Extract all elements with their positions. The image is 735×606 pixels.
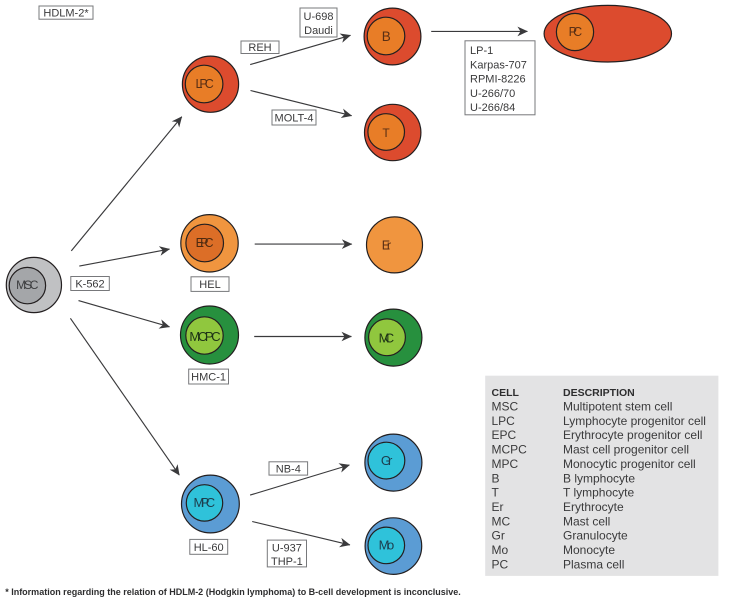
svg-text:LP-1: LP-1 <box>470 45 493 57</box>
svg-text:K-562: K-562 <box>75 279 104 291</box>
svg-text:CELL: CELL <box>492 387 520 399</box>
svg-text:HMC-1: HMC-1 <box>191 372 226 384</box>
svg-text:REH: REH <box>248 42 271 54</box>
svg-text:Er: Er <box>382 239 391 253</box>
svg-text:Daudi: Daudi <box>304 25 333 37</box>
svg-text:T lymphocyte: T lymphocyte <box>563 486 634 500</box>
svg-text:MSC: MSC <box>16 278 39 292</box>
svg-text:Er: Er <box>492 500 504 514</box>
svg-text:MC: MC <box>492 514 511 528</box>
svg-text:MC: MC <box>379 331 395 346</box>
svg-text:DESCRIPTION: DESCRIPTION <box>563 387 635 399</box>
svg-text:T: T <box>382 126 390 140</box>
svg-text:T: T <box>492 486 500 500</box>
svg-text:B: B <box>492 471 500 485</box>
svg-text:EPC: EPC <box>196 236 214 250</box>
svg-text:HEL: HEL <box>199 279 220 291</box>
svg-text:HL-60: HL-60 <box>194 542 224 554</box>
svg-text:Mast cell: Mast cell <box>563 514 610 528</box>
svg-text:EPC: EPC <box>492 428 517 442</box>
svg-text:Monocyte: Monocyte <box>563 543 615 557</box>
svg-text:Lymphocyte progenitor cell: Lymphocyte progenitor cell <box>563 414 706 428</box>
svg-text:Mo: Mo <box>492 543 509 557</box>
svg-text:U-698: U-698 <box>304 11 334 23</box>
svg-text:MPC: MPC <box>194 495 216 510</box>
svg-text:* Information regarding the re: * Information regarding the relation of … <box>5 587 461 597</box>
svg-text:MCPC: MCPC <box>189 329 220 344</box>
svg-text:Multipotent stem cell: Multipotent stem cell <box>563 400 672 414</box>
svg-text:Plasma cell: Plasma cell <box>563 557 624 571</box>
svg-text:B: B <box>382 29 391 44</box>
svg-text:RPMI-8226: RPMI-8226 <box>470 74 526 86</box>
svg-text:MCPC: MCPC <box>492 443 528 457</box>
svg-text:MSC: MSC <box>492 400 519 414</box>
svg-text:LPC: LPC <box>195 77 213 91</box>
svg-text:B lymphocyte: B lymphocyte <box>563 471 635 485</box>
svg-text:Gr: Gr <box>381 453 393 468</box>
svg-text:Karpas-707: Karpas-707 <box>470 59 527 71</box>
svg-text:Erythrocyte: Erythrocyte <box>563 500 624 514</box>
svg-text:U-266/84: U-266/84 <box>470 102 515 114</box>
svg-text:HDLM-2*: HDLM-2* <box>43 8 89 20</box>
svg-text:THP-1: THP-1 <box>271 556 303 568</box>
svg-text:Granulocyte: Granulocyte <box>563 529 628 543</box>
svg-text:PC: PC <box>569 25 583 39</box>
svg-text:Mo: Mo <box>379 537 395 552</box>
svg-text:U-937: U-937 <box>272 543 302 555</box>
svg-text:NB-4: NB-4 <box>276 463 301 475</box>
svg-text:LPC: LPC <box>492 414 516 428</box>
svg-text:PC: PC <box>492 557 509 571</box>
svg-text:Erythrocyte progenitor cell: Erythrocyte progenitor cell <box>563 428 702 442</box>
svg-text:MOLT-4: MOLT-4 <box>275 113 314 125</box>
svg-text:Gr: Gr <box>492 529 505 543</box>
svg-text:U-266/70: U-266/70 <box>470 88 515 100</box>
svg-text:MPC: MPC <box>492 457 519 471</box>
svg-text:Mast cell progenitor cell: Mast cell progenitor cell <box>563 443 689 457</box>
svg-text:Monocytic progenitor cell: Monocytic progenitor cell <box>563 457 696 471</box>
